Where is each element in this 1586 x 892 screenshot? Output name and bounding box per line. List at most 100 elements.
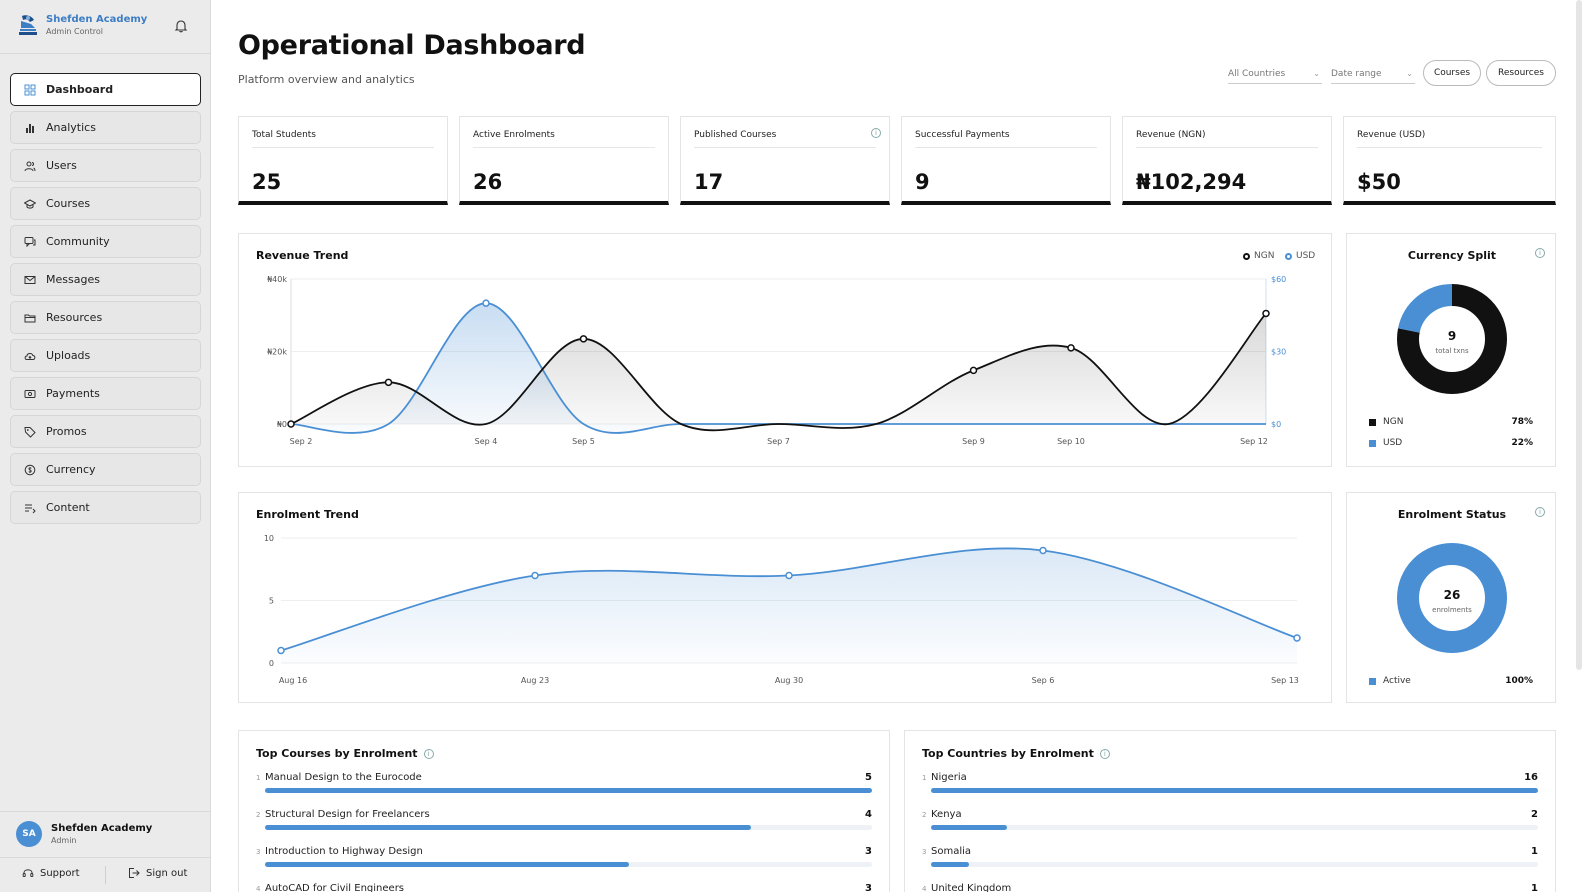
rank-bar-fill <box>265 788 872 793</box>
data-point-usd[interactable] <box>482 299 490 307</box>
divider <box>0 53 210 54</box>
legend-label: USD <box>1383 438 1403 448</box>
cash-icon <box>24 389 36 398</box>
currency-split-donut: 9 total txns <box>1397 284 1507 394</box>
date-range-select[interactable]: Date range ⌄ <box>1331 64 1415 84</box>
y-right-tick-label: $60 <box>1271 275 1286 284</box>
legend-label: NGN <box>1383 417 1404 427</box>
rank-number: 4 <box>256 885 261 892</box>
sidebar-item-courses[interactable]: Courses <box>10 187 201 220</box>
sidebar-item-content[interactable]: Content <box>10 491 201 524</box>
kpi-card-revenue-usd: Revenue (USD) $50 <box>1343 116 1556 205</box>
rank-name: Structural Design for Freelancers <box>265 809 430 820</box>
data-point[interactable] <box>1039 546 1047 555</box>
rank-row[interactable]: 4 United Kingdom 1 <box>922 883 1538 892</box>
panel-title-wrap: Top Countries by Enrolment i <box>922 747 1110 760</box>
sidebar-item-community[interactable]: Community <box>10 225 201 258</box>
data-point[interactable] <box>1293 634 1301 642</box>
rank-name: Somalia <box>931 846 972 857</box>
y-tick-label: 0 <box>269 659 274 668</box>
data-point-ngn[interactable] <box>969 366 978 375</box>
legend-swatch <box>1369 677 1376 685</box>
divider <box>1136 147 1318 148</box>
info-icon[interactable]: i <box>871 128 881 138</box>
sidebar-item-label: Uploads <box>46 349 91 362</box>
sidebar-item-dashboard[interactable]: Dashboard <box>10 73 201 106</box>
sidebar-item-users[interactable]: Users <box>10 149 201 182</box>
mail-icon <box>24 275 36 284</box>
chat-icon <box>24 236 36 247</box>
legend-item-ngn: NGN <box>1243 251 1274 261</box>
divider <box>915 147 1097 148</box>
country-filter-select[interactable]: All Countries ⌄ <box>1228 64 1322 84</box>
sidebar-item-resources[interactable]: Resources <box>10 301 201 334</box>
rank-bar-track <box>265 862 872 867</box>
panel-title-wrap: Top Courses by Enrolment i <box>256 747 434 760</box>
support-button[interactable]: Support <box>22 867 80 879</box>
revenue-trend-chart: ₦0 $0 ₦20k $30 ₦40k $60 Sep 2 Sep 4 Sep 5 Sep 7 Se… <box>267 275 1286 446</box>
x-tick-label: Sep 12 <box>1240 437 1268 446</box>
bell-icon[interactable] <box>174 19 188 33</box>
info-icon[interactable]: i <box>1099 748 1110 759</box>
rank-bar-track <box>931 862 1538 867</box>
panel-title: Revenue Trend <box>256 249 349 262</box>
donut-slice-ngn[interactable] <box>1397 284 1507 394</box>
kpi-card-revenue-ngn: Revenue (NGN) ₦102,294 <box>1122 116 1332 205</box>
info-icon[interactable]: i <box>423 748 434 759</box>
donut-slice-active[interactable] <box>1397 543 1507 653</box>
rank-row[interactable]: 2 Kenya 2 <box>922 809 1538 835</box>
folder-icon <box>24 314 36 322</box>
sidebar-item-label: Community <box>46 235 110 248</box>
data-point-ngn[interactable] <box>384 378 393 387</box>
sidebar-item-label: Currency <box>46 463 96 476</box>
sidebar-item-label: Content <box>46 501 90 514</box>
rank-row[interactable]: 1 Nigeria 16 <box>922 772 1538 798</box>
x-tick-label: Sep 4 <box>475 437 498 446</box>
data-point-ngn[interactable] <box>579 335 588 343</box>
kpi-card-active-enrolments: Active Enrolments 26 <box>459 116 669 205</box>
sidebar-item-messages[interactable]: Messages <box>10 263 201 296</box>
panel-title: Currency Split <box>1407 249 1497 262</box>
rank-value: 1 <box>1531 883 1538 892</box>
y-left-tick-label: ₦0 <box>277 420 287 429</box>
rank-row[interactable]: 4 AutoCAD for Civil Engineers 3 <box>256 883 872 892</box>
rank-row[interactable]: 3 Introduction to Highway Design 3 <box>256 846 872 872</box>
rank-row[interactable]: 1 Manual Design to the Eurocode 5 <box>256 772 872 798</box>
user-profile[interactable]: SA Shefden Academy Admin <box>16 821 152 847</box>
sidebar-item-uploads[interactable]: Uploads <box>10 339 201 372</box>
sidebar-item-analytics[interactable]: Analytics <box>10 111 201 144</box>
enrolment-status-panel: Enrolment Status i 26 enrolments Active 1… <box>1346 492 1556 703</box>
data-point-ngn[interactable] <box>1067 344 1075 352</box>
sidebar-item-payments[interactable]: Payments <box>10 377 201 410</box>
rank-number: 3 <box>922 848 927 856</box>
x-tick-label: Aug 16 <box>279 676 307 685</box>
x-tick-label: Sep 6 <box>1032 676 1055 685</box>
legend-swatch <box>1369 439 1376 447</box>
rank-name: Introduction to Highway Design <box>265 846 423 857</box>
enrolment-trend-chart: 0 5 10 Aug 16 Aug 23 Aug 30 Sep 6 Sep 13 <box>264 534 1301 685</box>
data-point[interactable] <box>277 646 285 655</box>
resources-button[interactable]: Resources <box>1486 60 1556 86</box>
sidebar-item-promos[interactable]: Promos <box>10 415 201 448</box>
data-point[interactable] <box>531 571 539 580</box>
courses-button[interactable]: Courses <box>1423 60 1481 86</box>
brand[interactable]: Shefden Academy Admin Control <box>16 12 147 38</box>
rank-row[interactable]: 2 Structural Design for Freelancers 4 <box>256 809 872 835</box>
kpi-label: Published Courses <box>694 130 777 140</box>
page-scrollbar[interactable] <box>1576 0 1582 670</box>
data-point-ngn[interactable] <box>1262 309 1270 318</box>
data-point-ngn[interactable] <box>287 420 295 428</box>
sidebar-item-currency[interactable]: Currency <box>10 453 201 486</box>
info-icon[interactable]: i <box>1535 507 1545 517</box>
cloud-upload-icon <box>24 352 36 360</box>
sign-out-label: Sign out <box>146 867 188 879</box>
info-icon[interactable]: i <box>1535 248 1545 258</box>
profile-name: Shefden Academy <box>51 823 153 834</box>
y-tick-label: 10 <box>264 534 274 543</box>
panel-title: Top Countries by Enrolment <box>922 747 1094 760</box>
kpi-label: Revenue (USD) <box>1357 130 1426 140</box>
rank-row[interactable]: 3 Somalia 1 <box>922 846 1538 872</box>
data-point[interactable] <box>785 571 793 580</box>
sign-out-button[interactable]: Sign out <box>128 867 187 879</box>
y-tick-label: 5 <box>269 597 274 606</box>
